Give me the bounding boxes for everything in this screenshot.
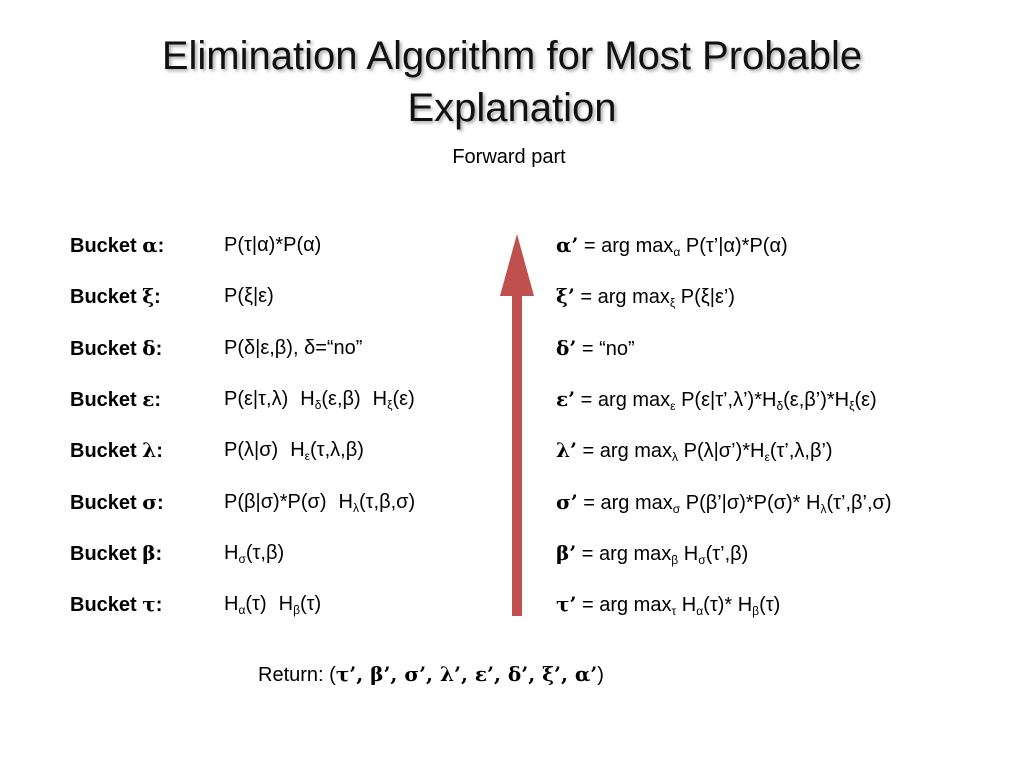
bucket-label: Bucket λ: xyxy=(70,438,163,463)
factor-term: P(ξ|ε) xyxy=(224,285,274,308)
bucket-row: Bucket τ: Hα(τ) Hβ(τ) τ’ = arg maxτ Hα(τ)* … xyxy=(0,589,1024,619)
return-statement: Return: (τ’, β’, σ’, λ’, ε’, δ’, ξ’, α’) xyxy=(258,659,604,690)
factor-term: P(λ|σ) xyxy=(224,439,279,462)
factor-term: P(β|σ)*P(σ) xyxy=(224,490,327,513)
bucket-label: Bucket ξ: xyxy=(70,284,161,309)
bucket-label: Bucket τ: xyxy=(70,592,163,617)
argmax-result: ξ’ = arg maxξ P(ξ|ε’) xyxy=(556,284,735,311)
factor-term: Hε(τ,λ,β) xyxy=(290,439,364,464)
bucket-factors: P(β|σ)*P(σ) Hλ(τ,β,σ) xyxy=(224,487,415,517)
argmax-result: τ’ = arg maxτ Hα(τ)* Hβ(τ) xyxy=(556,592,781,619)
bucket-label: Bucket δ: xyxy=(70,335,163,360)
factor-term: Hλ(τ,β,σ) xyxy=(338,490,416,515)
factor-term: Hξ(ε) xyxy=(372,387,415,412)
factor-term: P(ε|τ,λ) xyxy=(224,387,289,410)
return-close: ) xyxy=(597,664,604,686)
bucket-factors: Hσ(τ,β) xyxy=(224,538,284,568)
title-line-2: Explanation xyxy=(407,86,617,130)
bucket-factors: P(ε|τ,λ) Hδ(ε,β) Hξ(ε) xyxy=(224,384,415,414)
title-line-1: Elimination Algorithm for Most Probable xyxy=(161,34,863,78)
factor-term: P(τ|α)*P(α) xyxy=(224,234,322,256)
slide-title: Elimination Algorithm for Most Probable … xyxy=(0,30,1024,134)
bucket-row: Bucket ξ: P(ξ|ε) ξ’ = arg maxξ P(ξ|ε’) xyxy=(0,281,1024,311)
bucket-row: Bucket λ: P(λ|σ) Hε(τ,λ,β) λ’ = arg maxλ P(… xyxy=(0,435,1024,465)
bucket-label: Bucket β: xyxy=(70,540,163,565)
argmax-result: σ’ = arg maxσ P(β’|σ)*P(σ)* Hλ(τ’,β’,σ) xyxy=(556,489,892,516)
argmax-result: δ’ = “no” xyxy=(556,335,635,360)
bucket-label: Bucket ε: xyxy=(70,386,162,411)
argmax-result: ε’ = arg maxε P(ε|τ’,λ’)*Hδ(ε,β’)*Hξ(ε) xyxy=(556,386,877,413)
factor-term: Hσ(τ,β) xyxy=(224,541,285,566)
bucket-row: Bucket α: P(τ|α)*P(α) α’ = arg maxα P(τ’|α… xyxy=(0,230,1024,260)
factor-term: P(δ|ε,β), δ=“no” xyxy=(224,336,363,359)
bucket-factors: P(λ|σ) Hε(τ,λ,β) xyxy=(224,435,364,465)
bucket-row: Bucket σ: P(β|σ)*P(σ) Hλ(τ,β,σ) σ’ = arg ma… xyxy=(0,487,1024,517)
slide-subtitle: Forward part xyxy=(452,146,566,168)
argmax-result: α’ = arg maxα P(τ’|α)*P(α) xyxy=(556,233,788,259)
bucket-row: Bucket ε: P(ε|τ,λ) Hδ(ε,β) Hξ(ε) ε’ = arg ma… xyxy=(0,384,1024,414)
bucket-factors: P(δ|ε,β), δ=“no” xyxy=(224,333,362,363)
forward-arrow-icon xyxy=(500,234,534,616)
argmax-result: β’ = arg maxβ Hσ(τ’,β) xyxy=(556,540,749,567)
bucket-label: Bucket α: xyxy=(70,233,165,257)
bucket-label: Bucket σ: xyxy=(70,489,164,514)
factor-term: Hδ(ε,β) xyxy=(300,387,361,412)
bucket-factors: P(ξ|ε) xyxy=(224,281,274,311)
argmax-result: λ’ = arg maxλ P(λ|σ’)*Hε(τ’,λ,β’) xyxy=(556,438,833,465)
bucket-factors: P(τ|α)*P(α) xyxy=(224,230,321,260)
bucket-factors: Hα(τ) Hβ(τ) xyxy=(224,589,321,619)
factor-term: Hα(τ) xyxy=(224,593,267,618)
bucket-row: Bucket β: Hσ(τ,β) β’ = arg maxβ Hσ(τ’,β) xyxy=(0,538,1024,568)
return-label: Return: ( xyxy=(258,664,336,686)
return-values: τ’, β’, σ’, λ’, ε’, δ’, ξ’, α’ xyxy=(335,662,598,686)
bucket-row: Bucket δ: P(δ|ε,β), δ=“no” δ’ = “no” xyxy=(0,333,1024,363)
factor-term: Hβ(τ) xyxy=(278,593,322,618)
